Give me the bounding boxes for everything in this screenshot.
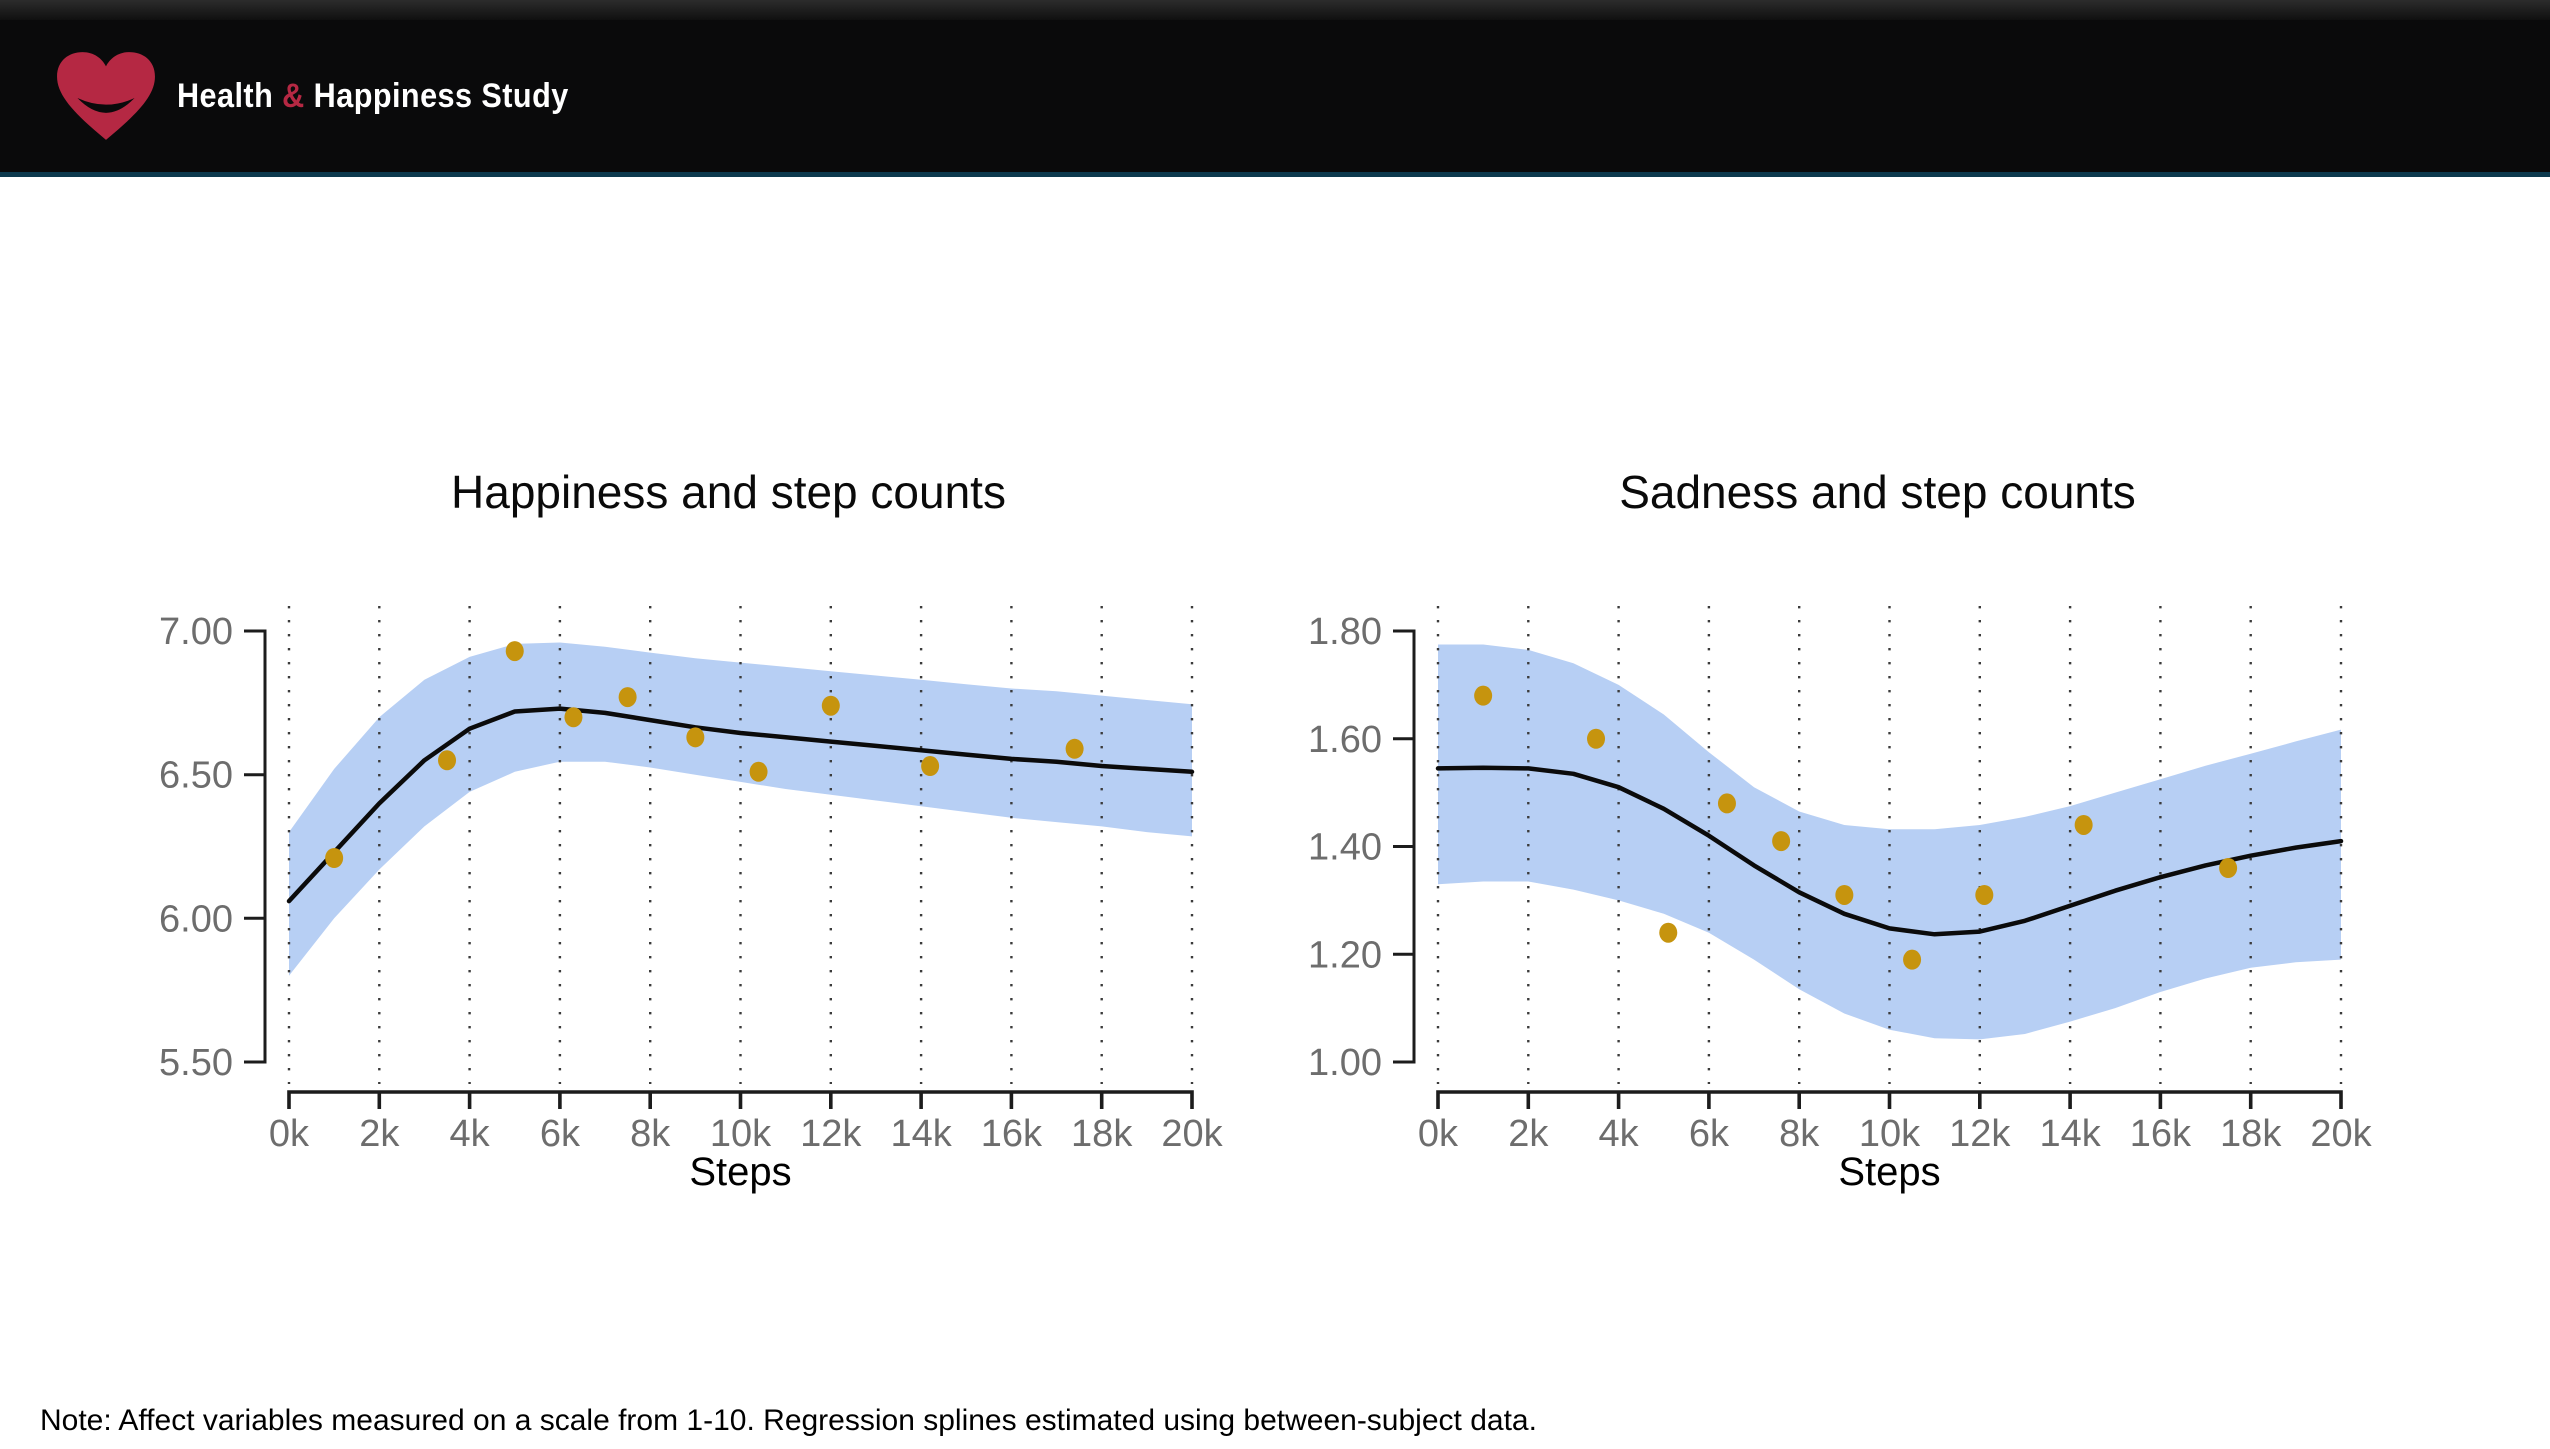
x-tick-label: 2k xyxy=(1508,1113,1549,1155)
data-point xyxy=(1065,738,1084,759)
data-point xyxy=(438,750,457,771)
x-tick-label: 0k xyxy=(1418,1113,1459,1155)
header-accent-rule xyxy=(0,172,2550,177)
app-title-part2: Happiness Study xyxy=(304,76,569,115)
data-point xyxy=(1835,884,1854,905)
app-title: Health & Happiness Study xyxy=(177,77,569,116)
window-top-strip xyxy=(0,0,2550,20)
data-point xyxy=(749,761,768,782)
x-tick-label: 14k xyxy=(890,1113,952,1155)
happiness-chart-title: Happiness and step counts xyxy=(451,466,1006,518)
happiness-chart: 7.00 6.50 6.00 5.50 0k 2k 4k 6k 8k 10k 12k 14k 16k 18… xyxy=(159,606,1224,1194)
x-tick-label: 12k xyxy=(800,1113,862,1155)
y-axis xyxy=(1393,629,1416,1064)
data-point xyxy=(505,641,524,662)
data-point xyxy=(1975,884,1994,905)
happiness-chart-panel: Happiness and step counts 7.00 6.50 6.00 5.… xyxy=(130,466,1250,1230)
x-tick-label: 18k xyxy=(2220,1113,2282,1155)
y-tick-label: 1.00 xyxy=(1308,1042,1382,1084)
data-point xyxy=(2074,814,2093,835)
data-point xyxy=(1659,922,1678,943)
y-tick-label: 1.20 xyxy=(1308,934,1382,976)
app-header: Health & Happiness Study xyxy=(0,20,2550,172)
smiling-heart-icon xyxy=(57,52,155,140)
x-tick-label: 20k xyxy=(2310,1113,2372,1155)
spline-line xyxy=(286,706,1195,904)
x-axis xyxy=(287,1090,1194,1109)
app-title-part1: Health xyxy=(177,76,283,115)
x-tick-label: 10k xyxy=(710,1113,772,1155)
data-point xyxy=(1772,831,1791,852)
data-point xyxy=(2219,858,2238,879)
x-tick-label: 6k xyxy=(540,1113,581,1155)
data-point xyxy=(1717,793,1736,814)
x-tick-label: 8k xyxy=(1779,1113,1820,1155)
confidence-band xyxy=(289,642,1192,976)
x-axis-label: Steps xyxy=(689,1150,791,1194)
data-point xyxy=(1474,685,1493,706)
data-point xyxy=(618,687,637,708)
data-point xyxy=(564,707,583,728)
data-point xyxy=(821,695,840,716)
sadness-chart: 1.80 1.60 1.40 1.20 1.00 0k 2k 4k 6k 8k 10k 12k 14k 1… xyxy=(1308,606,2373,1194)
y-tick-label: 5.50 xyxy=(159,1042,233,1084)
x-tick-label: 16k xyxy=(2130,1113,2192,1155)
x-tick-label: 8k xyxy=(630,1113,671,1155)
x-tick-label: 0k xyxy=(269,1113,310,1155)
data-point xyxy=(1903,949,1922,970)
y-tick-label: 6.00 xyxy=(159,898,233,940)
footnote: Note: Affect variables measured on a sca… xyxy=(40,1404,1537,1437)
x-axis-label: Steps xyxy=(1838,1150,1940,1194)
sadness-chart-title: Sadness and step counts xyxy=(1619,466,2136,518)
x-tick-label: 16k xyxy=(981,1113,1043,1155)
y-tick-label: 1.60 xyxy=(1308,719,1382,761)
data-point xyxy=(325,847,344,868)
y-axis xyxy=(244,629,267,1064)
x-tick-label: 20k xyxy=(1161,1113,1223,1155)
x-axis xyxy=(1436,1090,2343,1109)
app-title-ampersand: & xyxy=(282,76,305,115)
y-tick-label: 1.80 xyxy=(1308,611,1382,653)
x-tick-label: 6k xyxy=(1689,1113,1730,1155)
x-tick-label: 18k xyxy=(1071,1113,1133,1155)
y-tick-label: 7.00 xyxy=(159,611,233,653)
x-tick-label: 4k xyxy=(1599,1113,1640,1155)
x-tick-label: 2k xyxy=(359,1113,400,1155)
spline-line xyxy=(1435,765,2344,937)
data-point xyxy=(686,727,705,748)
data-point xyxy=(1587,728,1606,749)
sadness-chart-panel: Sadness and step counts 1.80 1.60 1.40 1.20… xyxy=(1279,466,2399,1230)
x-tick-label: 4k xyxy=(450,1113,491,1155)
x-tick-label: 12k xyxy=(1949,1113,2011,1155)
x-tick-label: 14k xyxy=(2039,1113,2101,1155)
data-point xyxy=(921,756,940,777)
confidence-band xyxy=(1438,644,2341,1040)
y-tick-label: 1.40 xyxy=(1308,827,1382,869)
y-tick-label: 6.50 xyxy=(159,755,233,797)
x-tick-label: 10k xyxy=(1859,1113,1921,1155)
